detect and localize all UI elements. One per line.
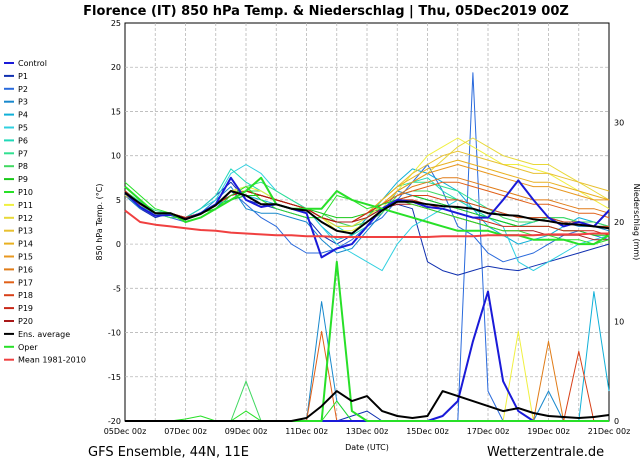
y-axis-ticks: 25 20 15 10 5 0 -5 -10 -15 -20 bbox=[108, 19, 121, 426]
x-tick-label: 19Dec 00z bbox=[527, 427, 570, 436]
x-tick-label: 09Dec 00z bbox=[225, 427, 268, 436]
precipitation-lines bbox=[125, 72, 610, 422]
y2-tick-label: 0 bbox=[614, 417, 619, 426]
y2-axis-ticks: 0 10 20 30 bbox=[614, 119, 624, 427]
chart-title: Florence (IT) 850 hPa Temp. & Niederschl… bbox=[83, 4, 569, 19]
temp-line-p10 bbox=[124, 176, 610, 246]
y-tick-label: -5 bbox=[113, 284, 121, 293]
legend-entry: P9 bbox=[18, 175, 28, 184]
legend-entry: P8 bbox=[18, 162, 28, 171]
y-tick-label: 25 bbox=[111, 19, 121, 28]
temperature-lines bbox=[124, 137, 610, 276]
legend-entry: P16 bbox=[18, 265, 33, 274]
y-tick-label: -20 bbox=[108, 417, 121, 426]
y2-tick-label: 20 bbox=[614, 218, 624, 227]
legend-entry: P12 bbox=[18, 214, 33, 223]
y-tick-label: -15 bbox=[108, 373, 121, 382]
temp-line-mean-1981-2010 bbox=[124, 209, 609, 238]
legend-entry: Ens. average bbox=[18, 330, 70, 339]
legend-entry: P5 bbox=[18, 124, 28, 133]
legend-entry: Control bbox=[18, 59, 47, 68]
legend-entry: P19 bbox=[18, 304, 33, 313]
legend-entry: P2 bbox=[18, 85, 28, 94]
x-tick-label: 05Dec 00z bbox=[104, 427, 147, 436]
y-tick-label: 20 bbox=[111, 63, 121, 72]
legend-entry: P1 bbox=[18, 72, 28, 81]
x-axis-label: Date (UTC) bbox=[345, 443, 389, 452]
legend-entry: P10 bbox=[18, 188, 33, 197]
y-tick-label: 10 bbox=[111, 152, 121, 161]
legend-entry: P20 bbox=[18, 317, 33, 326]
y-axis-label: 850 hPa Temp. (°C) bbox=[95, 183, 104, 260]
x-tick-label: 07Dec 00z bbox=[164, 427, 207, 436]
legend-entry: P14 bbox=[18, 240, 33, 249]
legend-entry: P11 bbox=[18, 201, 33, 210]
y2-tick-label: 30 bbox=[614, 119, 624, 128]
legend-entry: P13 bbox=[18, 227, 33, 236]
y-tick-label: 5 bbox=[116, 196, 121, 205]
y-tick-label: -10 bbox=[108, 329, 121, 338]
legend: Control P1 P2 P3 P4 P5 P6 P7 P8 P9 P10 P11 P12 P13 P14… bbox=[4, 59, 86, 365]
grid-lines bbox=[125, 23, 609, 421]
y2-tick-label: 10 bbox=[614, 318, 624, 327]
x-tick-label: 15Dec 00z bbox=[406, 427, 449, 436]
y2-axis-label: Niederschlag (mm) bbox=[632, 184, 640, 261]
legend-entry: P7 bbox=[18, 149, 28, 158]
temp-line-ens-average bbox=[124, 190, 610, 235]
x-tick-label: 13Dec 00z bbox=[346, 427, 389, 436]
x-tick-label: 17Dec 00z bbox=[467, 427, 510, 436]
legend-entry: P3 bbox=[18, 98, 28, 107]
x-tick-label: 21Dec 00z bbox=[588, 427, 631, 436]
legend-entry: P18 bbox=[18, 291, 33, 300]
precip-line-ens-average bbox=[125, 390, 610, 422]
legend-entry: P6 bbox=[18, 136, 28, 145]
legend-entry: P4 bbox=[18, 111, 28, 120]
temp-line-p5 bbox=[124, 164, 610, 272]
footer-source: GFS Ensemble, 44N, 11E bbox=[88, 445, 249, 460]
legend-entry: Mean 1981-2010 bbox=[18, 356, 86, 365]
x-tick-label: 11Dec 00z bbox=[285, 427, 328, 436]
x-axis-ticks: 05Dec 00z 07Dec 00z 09Dec 00z 11Dec 00z 13De… bbox=[104, 427, 631, 436]
legend-entry: Oper bbox=[18, 343, 38, 352]
footer-site: Wetterzentrale.de bbox=[487, 445, 604, 460]
legend-entry: P17 bbox=[18, 278, 33, 287]
legend-entry: P15 bbox=[18, 253, 33, 262]
y-tick-label: 15 bbox=[111, 107, 121, 116]
y-tick-label: 0 bbox=[116, 240, 121, 249]
